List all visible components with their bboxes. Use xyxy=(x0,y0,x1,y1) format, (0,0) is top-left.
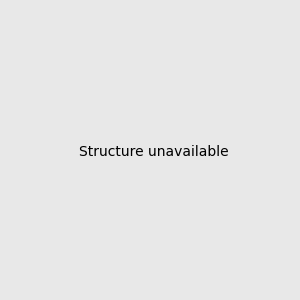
Text: Structure unavailable: Structure unavailable xyxy=(79,145,229,158)
